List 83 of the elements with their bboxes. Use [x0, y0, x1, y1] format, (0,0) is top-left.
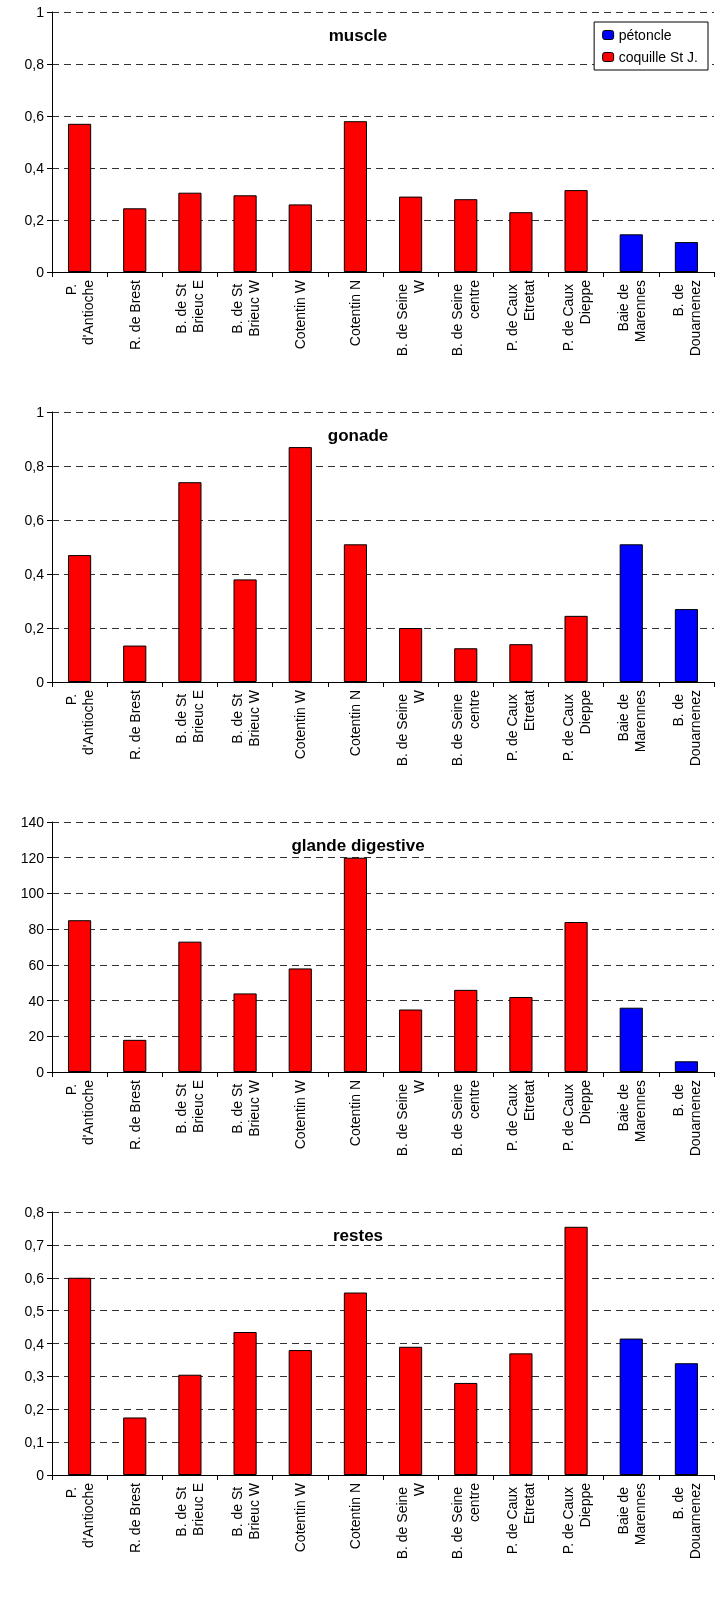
x-tick-label: B. de Seine W	[394, 1079, 428, 1157]
x-tick-label: B. de St Brieuc E	[173, 280, 207, 334]
y-tick-label: 0,2	[24, 1401, 45, 1418]
y-tick-label: 0,7	[24, 1236, 45, 1253]
x-tick-label: B. de Douarnenez	[669, 1483, 703, 1560]
x-tick-label: B. de Seine centre	[449, 1079, 483, 1157]
x-tick-label: B. de Douarnenez	[669, 280, 703, 357]
y-tick-label: 80	[28, 921, 45, 938]
x-tick-label: Cotentin N	[347, 690, 364, 757]
x-tick-label: P. d'Antioche	[63, 1079, 97, 1145]
x-tick-label: R. de Brest	[126, 689, 143, 761]
y-tick-label: 0,4	[24, 566, 45, 582]
x-tick-label: B. de Seine centre	[449, 279, 483, 357]
y-tick-label: 60	[28, 956, 45, 973]
x-tick-label: B. de St Brieuc W	[228, 279, 262, 337]
y-tick-label: 0,6	[24, 512, 45, 528]
x-tick-label: Cotentin W	[292, 1079, 309, 1150]
text: restes	[332, 1226, 384, 1245]
x-tick-label: B. de St Brieuc E	[173, 690, 207, 744]
x-tick-label: P. de Caux Etretat	[504, 689, 538, 762]
x-tick-label: B. de St Brieuc W	[228, 689, 262, 747]
x-tick-label: P. d'Antioche	[63, 689, 97, 755]
x-tick-label: R. de Brest	[126, 1079, 143, 1151]
y-tick-label: 0	[36, 264, 45, 280]
y-tick-label: 120	[20, 849, 45, 866]
x-tick-label: P. d'Antioche	[63, 1482, 97, 1548]
x-tick-label: B. de Seine W	[394, 689, 428, 767]
x-tick-label: P. de Caux Dieppe	[559, 1482, 593, 1555]
x-tick-label: Baie de Marennes	[614, 1080, 648, 1143]
x-tick-label: B. de Douarnenez	[669, 690, 703, 767]
x-tick-label: P. de Caux Dieppe	[559, 1079, 593, 1152]
x-tick-label: Cotentin W	[292, 689, 309, 760]
x-tick-label: P. de Caux Etretat	[504, 1482, 538, 1555]
y-tick-label: 20	[28, 1028, 45, 1045]
y-tick-label: 0,2	[24, 620, 45, 636]
x-tick-label: Cotentin N	[347, 1080, 364, 1147]
y-tick-label: 0,5	[24, 1302, 45, 1319]
y-tick-label: 0,8	[24, 458, 45, 474]
legend-label: pétoncle	[618, 27, 672, 43]
x-tick-label: B. de Seine W	[394, 279, 428, 357]
y-tick-label: 0,2	[24, 212, 45, 228]
y-tick-label: 0,4	[24, 1335, 45, 1352]
x-tick-label: Cotentin N	[347, 280, 364, 347]
x-tick-label: B. de Seine centre	[449, 1482, 483, 1560]
y-tick-label: 0,6	[24, 108, 45, 124]
x-tick-label: Cotentin W	[292, 279, 309, 350]
y-tick-label: 0,4	[24, 160, 45, 176]
y-tick-label: 0,6	[24, 1269, 45, 1286]
x-tick-label: B. de Seine W	[394, 1482, 428, 1560]
y-tick-label: 1	[36, 404, 45, 420]
text: muscle	[328, 26, 388, 45]
x-tick-label: Baie de Marennes	[614, 1483, 648, 1546]
y-tick-label: 0,1	[24, 1434, 45, 1451]
x-tick-label: P. de Caux Etretat	[504, 1079, 538, 1152]
x-tick-label: P. d'Antioche	[63, 279, 97, 345]
y-tick-label: 0,3	[24, 1368, 45, 1385]
text: gonade	[327, 426, 389, 445]
x-tick-label: B. de St Brieuc W	[228, 1482, 262, 1540]
y-tick-label: 0	[36, 674, 45, 690]
x-tick-label: B. de Seine centre	[449, 689, 483, 767]
y-tick-label: 0	[36, 1467, 45, 1483]
y-tick-label: 1	[36, 4, 45, 20]
y-tick-label: 100	[20, 885, 45, 902]
y-tick-label: 140	[20, 814, 45, 830]
y-tick-label: 0	[36, 1064, 45, 1080]
x-tick-label: B. de St Brieuc E	[173, 1483, 207, 1537]
x-tick-label: P. de Caux Etretat	[504, 279, 538, 352]
x-tick-label: Cotentin W	[292, 1482, 309, 1553]
x-tick-label: B. de St Brieuc E	[173, 1080, 207, 1134]
x-tick-label: R. de Brest	[126, 279, 143, 351]
y-tick-label: 0,8	[24, 56, 45, 72]
x-tick-label: P. de Caux Dieppe	[559, 689, 593, 762]
x-tick-label: Baie de Marennes	[614, 280, 648, 343]
x-tick-label: P. de Caux Dieppe	[559, 279, 593, 352]
x-tick-label: B. de Douarnenez	[669, 1080, 703, 1157]
y-tick-label: 40	[28, 992, 45, 1009]
x-tick-label: R. de Brest	[126, 1482, 143, 1554]
x-tick-label: B. de St Brieuc W	[228, 1079, 262, 1137]
y-tick-label: 0,8	[24, 1204, 45, 1220]
x-tick-label: Baie de Marennes	[614, 690, 648, 753]
x-tick-label: Cotentin N	[347, 1483, 364, 1550]
text: glande digestive	[291, 836, 425, 855]
legend-label: coquille St J.	[618, 49, 698, 65]
